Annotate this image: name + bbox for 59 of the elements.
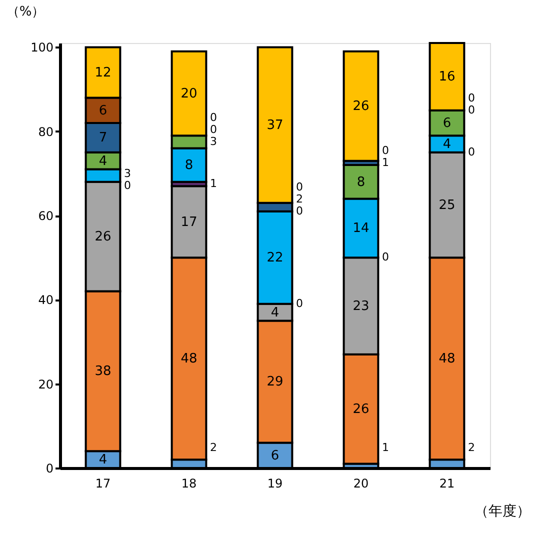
y-tick-label: 80 <box>38 124 54 139</box>
y-tick-label: 20 <box>38 377 54 392</box>
data-label: 26 <box>352 402 370 418</box>
data-label: 7 <box>98 130 108 146</box>
x-axis-title: （年度） <box>474 504 530 520</box>
data-label: 17 <box>180 214 198 230</box>
y-tick-label: 60 <box>38 209 54 224</box>
annotation: 0 <box>210 110 217 124</box>
data-label: 1 <box>210 176 217 190</box>
annotation: 0 <box>296 296 303 310</box>
annotation: 0 <box>210 122 217 136</box>
data-label: 48 <box>438 352 456 367</box>
y-axis-title: （%） <box>6 4 45 20</box>
data-label: 4 <box>98 452 108 468</box>
y-tick-label: 0 <box>46 462 54 476</box>
data-label: 2 <box>210 441 217 454</box>
data-label: 4 <box>270 305 280 320</box>
data-label: 26 <box>352 99 370 114</box>
annotation: 0 <box>296 180 303 194</box>
data-label: 1 <box>382 441 389 454</box>
annotation: 0 <box>382 144 389 157</box>
bar <box>342 50 380 162</box>
annotation: 0 <box>468 103 475 116</box>
data-label: 1 <box>382 156 389 169</box>
data-label: 37 <box>266 118 284 134</box>
data-label: 8 <box>356 174 366 190</box>
annotation: 0 <box>124 179 131 192</box>
data-label: 2 <box>296 192 303 206</box>
data-label: 4 <box>442 136 452 152</box>
data-label: 3 <box>124 167 131 180</box>
y-tick-label: 100 <box>30 40 54 55</box>
data-label: 3 <box>210 134 217 148</box>
data-label: 26 <box>94 230 112 245</box>
data-label: 12 <box>94 65 112 80</box>
data-label: 20 <box>180 86 198 102</box>
y-tick-label: 40 <box>38 293 54 308</box>
x-tick-label: 21 <box>439 476 455 490</box>
annotation: 0 <box>468 145 475 158</box>
data-label: 8 <box>184 158 194 174</box>
x-tick-label: 18 <box>181 476 197 490</box>
data-label: 38 <box>94 364 112 380</box>
data-label: 22 <box>266 250 284 266</box>
data-label: 23 <box>352 298 370 314</box>
data-label: 6 <box>98 103 108 118</box>
annotation: 0 <box>382 250 389 264</box>
x-tick-label: 17 <box>95 476 111 490</box>
data-label: 2 <box>468 441 475 454</box>
x-tick-label: 19 <box>267 476 283 490</box>
x-tick-label: 20 <box>353 476 369 490</box>
data-label: 25 <box>438 198 456 214</box>
data-label: 6 <box>442 116 452 131</box>
data-label: 16 <box>438 70 456 85</box>
annotation: 0 <box>296 204 303 218</box>
data-label: 48 <box>180 352 198 367</box>
data-label: 6 <box>270 448 280 464</box>
data-label: 29 <box>266 374 284 390</box>
annotation: 0 <box>468 91 475 104</box>
data-label: 4 <box>98 154 108 169</box>
data-label: 14 <box>352 221 370 236</box>
